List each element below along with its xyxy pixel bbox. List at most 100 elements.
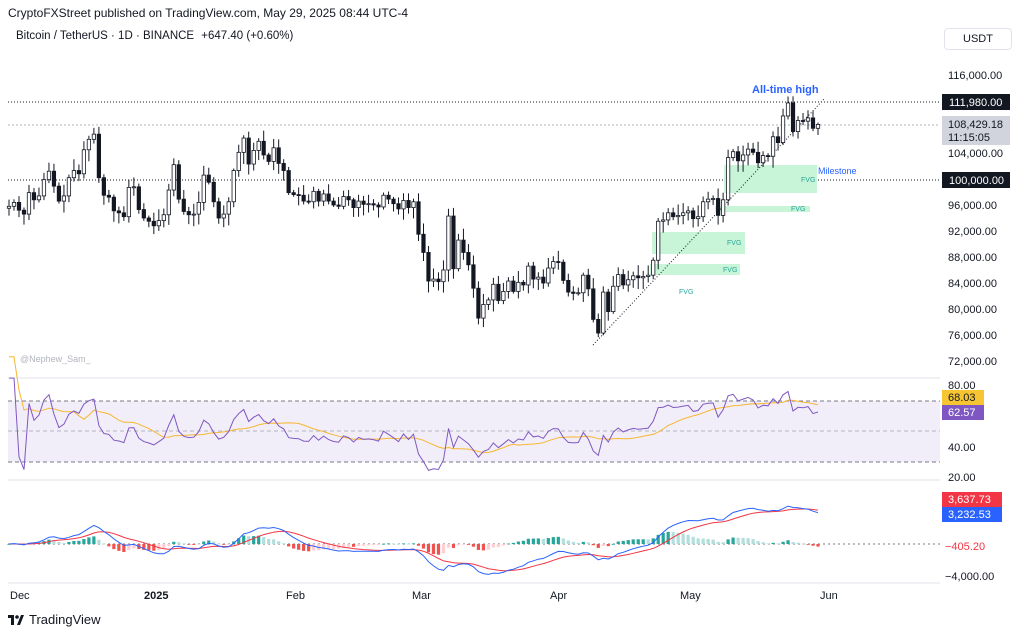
macd-hist-bar bbox=[182, 543, 186, 545]
candle-up bbox=[551, 261, 556, 269]
fvg-zones: FVG FVG FVG FVG FVG bbox=[650, 165, 817, 296]
candle-down bbox=[496, 283, 501, 301]
footer-brand[interactable]: TradingView bbox=[8, 612, 101, 627]
macd-hist-bar bbox=[52, 540, 56, 544]
macd-hist-bar bbox=[631, 539, 635, 544]
ath-price-label: 111,980.00 bbox=[949, 97, 1002, 109]
candle-up bbox=[770, 136, 776, 157]
macd-hist-bar bbox=[466, 544, 471, 545]
rsi-tick-label: 40.00 bbox=[948, 442, 976, 454]
price-change: +647.40 (+0.60%) bbox=[201, 30, 294, 42]
candle-down bbox=[621, 274, 626, 286]
macd-hist-bar bbox=[736, 537, 740, 544]
rsi-value-tag bbox=[942, 405, 984, 420]
macd-hist-bar bbox=[87, 537, 91, 544]
candle-down bbox=[176, 164, 181, 200]
candle-up bbox=[526, 265, 531, 286]
macd-hist-bar bbox=[711, 539, 715, 544]
fvg-label: FVG bbox=[679, 289, 693, 296]
macd-hist-bar bbox=[416, 544, 421, 546]
candle-up bbox=[631, 275, 636, 281]
macd-hist-bar bbox=[576, 542, 580, 544]
rsi-line bbox=[9, 377, 819, 472]
candle-up bbox=[721, 199, 726, 216]
macd-hist-bar bbox=[721, 542, 725, 544]
fvg-label: FVG bbox=[727, 240, 741, 247]
milestone-price-tag bbox=[942, 172, 1010, 188]
macd-histogram bbox=[7, 531, 820, 555]
macd-hist-bar bbox=[112, 544, 116, 550]
candle-up bbox=[491, 283, 496, 301]
macd-hist-bar bbox=[771, 542, 775, 544]
candle-up bbox=[156, 220, 161, 227]
time-axis[interactable]: Dec 2025 Feb Mar Apr May Jun bbox=[10, 590, 838, 602]
candle-up bbox=[271, 147, 276, 162]
candle-down bbox=[361, 200, 366, 205]
macd-hist-bar bbox=[172, 541, 176, 544]
y-tick-label: 116,000.00 bbox=[948, 70, 1002, 82]
candle-down bbox=[146, 217, 151, 222]
candle-down bbox=[636, 275, 641, 279]
candle-down bbox=[451, 215, 456, 270]
candle-down bbox=[371, 203, 376, 206]
macd-hist-bar bbox=[421, 544, 426, 549]
y-tick-label: 88,000.00 bbox=[948, 252, 997, 264]
candle-down bbox=[336, 204, 341, 207]
macd-hist-bar bbox=[272, 539, 276, 544]
candle-up bbox=[576, 292, 581, 295]
macd-hist-bar bbox=[481, 544, 486, 551]
trendline[interactable] bbox=[592, 97, 826, 346]
macd-hist-bar bbox=[656, 534, 660, 544]
candle-down bbox=[346, 196, 351, 201]
macd-hist-bar bbox=[646, 539, 650, 544]
macd-hist-bar bbox=[626, 540, 630, 544]
candle-up bbox=[36, 195, 42, 201]
macd-hist-bar bbox=[516, 541, 520, 544]
y-tick-label: 80,000.00 bbox=[948, 304, 997, 316]
candle-up bbox=[745, 148, 751, 156]
price-axis[interactable]: 116,000.00 104,000.00 96,000.00 92,000.0… bbox=[942, 70, 1010, 583]
x-tick-label: Dec bbox=[10, 590, 30, 602]
candle-down bbox=[121, 212, 126, 218]
macd-hist-bar bbox=[651, 538, 655, 544]
macd-signal-tag bbox=[942, 492, 1002, 507]
macd-hist-bar bbox=[242, 535, 246, 544]
candle-down bbox=[151, 220, 156, 227]
candle-down bbox=[436, 278, 441, 283]
candle-up bbox=[401, 200, 406, 210]
candle-down bbox=[775, 136, 781, 143]
macd-hist-bar bbox=[371, 544, 376, 546]
y-tick-label: 84,000.00 bbox=[948, 278, 997, 290]
candle-down bbox=[521, 281, 526, 286]
macd-signal-value: 3,637.73 bbox=[948, 494, 991, 506]
candle-down bbox=[301, 194, 306, 202]
macd-hist-bar bbox=[556, 536, 560, 544]
candle-up bbox=[66, 177, 72, 197]
candle-up bbox=[626, 279, 631, 286]
macd-hist-bar bbox=[122, 544, 126, 552]
macd-hist-bar bbox=[262, 537, 266, 544]
candle-down bbox=[326, 193, 331, 202]
candle-down bbox=[511, 280, 516, 292]
candle-up bbox=[236, 151, 241, 171]
macd-hist-bar bbox=[751, 539, 755, 544]
macd-hist-bar bbox=[162, 544, 166, 549]
macd-hist-bar bbox=[376, 544, 381, 545]
symbol-name: Bitcoin / TetherUS · 1D · BINANCE bbox=[16, 30, 195, 42]
macd-hist-bar bbox=[701, 538, 705, 544]
candle-down bbox=[765, 155, 771, 158]
currency-button[interactable]: USDT bbox=[944, 28, 1012, 50]
macd-hist-bar bbox=[681, 533, 685, 544]
candle-down bbox=[750, 148, 756, 153]
candle-up bbox=[6, 205, 12, 209]
macd-hist-bar bbox=[461, 544, 466, 545]
candle-up bbox=[256, 140, 261, 151]
author-watermark: @Nephew_Sam_ bbox=[20, 354, 91, 364]
macd-hist-bar bbox=[312, 544, 316, 551]
macd-hist-bar bbox=[791, 542, 795, 544]
fvg-zone bbox=[715, 206, 810, 212]
macd-hist-bar bbox=[776, 543, 780, 545]
macd-hist-bar bbox=[731, 537, 735, 544]
candle-down bbox=[471, 264, 476, 289]
